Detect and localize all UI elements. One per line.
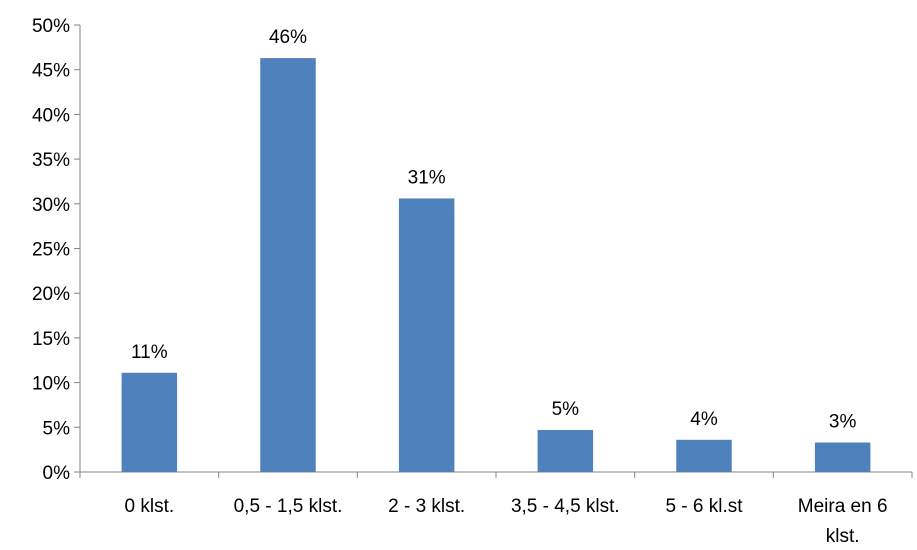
category-label: 0 klst. [125,496,175,517]
y-tick-label: 5% [43,418,71,439]
y-tick-label: 45% [32,61,70,82]
data-label: 3% [829,411,857,432]
bar [537,429,594,472]
data-label: 5% [552,399,580,420]
data-label: 31% [408,167,446,188]
bars [121,58,871,472]
category-label: 3,5 - 4,5 klst. [511,496,620,517]
y-tick-label: 0% [43,463,71,484]
y-tick-label: 25% [32,240,70,261]
category-label: klst. [826,526,860,547]
data-label: 46% [269,27,307,48]
category-label: 2 - 3 klst. [388,496,465,517]
bar [398,198,455,472]
y-tick-label: 40% [32,105,70,126]
y-tick-label: 35% [32,150,70,171]
y-tick-label: 50% [32,16,70,37]
category-label: 0,5 - 1,5 klst. [234,496,343,517]
data-label: 4% [690,409,718,430]
bar [676,439,732,472]
x-axis [74,471,913,478]
bar [121,372,178,472]
y-tick-label: 10% [32,374,70,395]
y-tick-label: 15% [32,329,70,350]
category-labels: 0 klst. 0,5 - 1,5 klst. 2 - 3 klst. 3,5 - 4… [125,496,888,547]
category-label: 5 - 6 kl.st [665,496,743,517]
data-labels: 11% 46% 31% 5% 4% 3% [131,27,856,432]
y-tick-label: 20% [32,284,70,305]
y-tick-label: 30% [32,195,70,216]
bar [260,58,316,472]
category-label: Meira en 6 [798,496,888,517]
y-axis: 0% 5% 10% 15% 20% 25% 30% 35% 40% 45% 50% [32,16,81,484]
data-label: 11% [131,342,168,363]
bar [814,442,871,472]
